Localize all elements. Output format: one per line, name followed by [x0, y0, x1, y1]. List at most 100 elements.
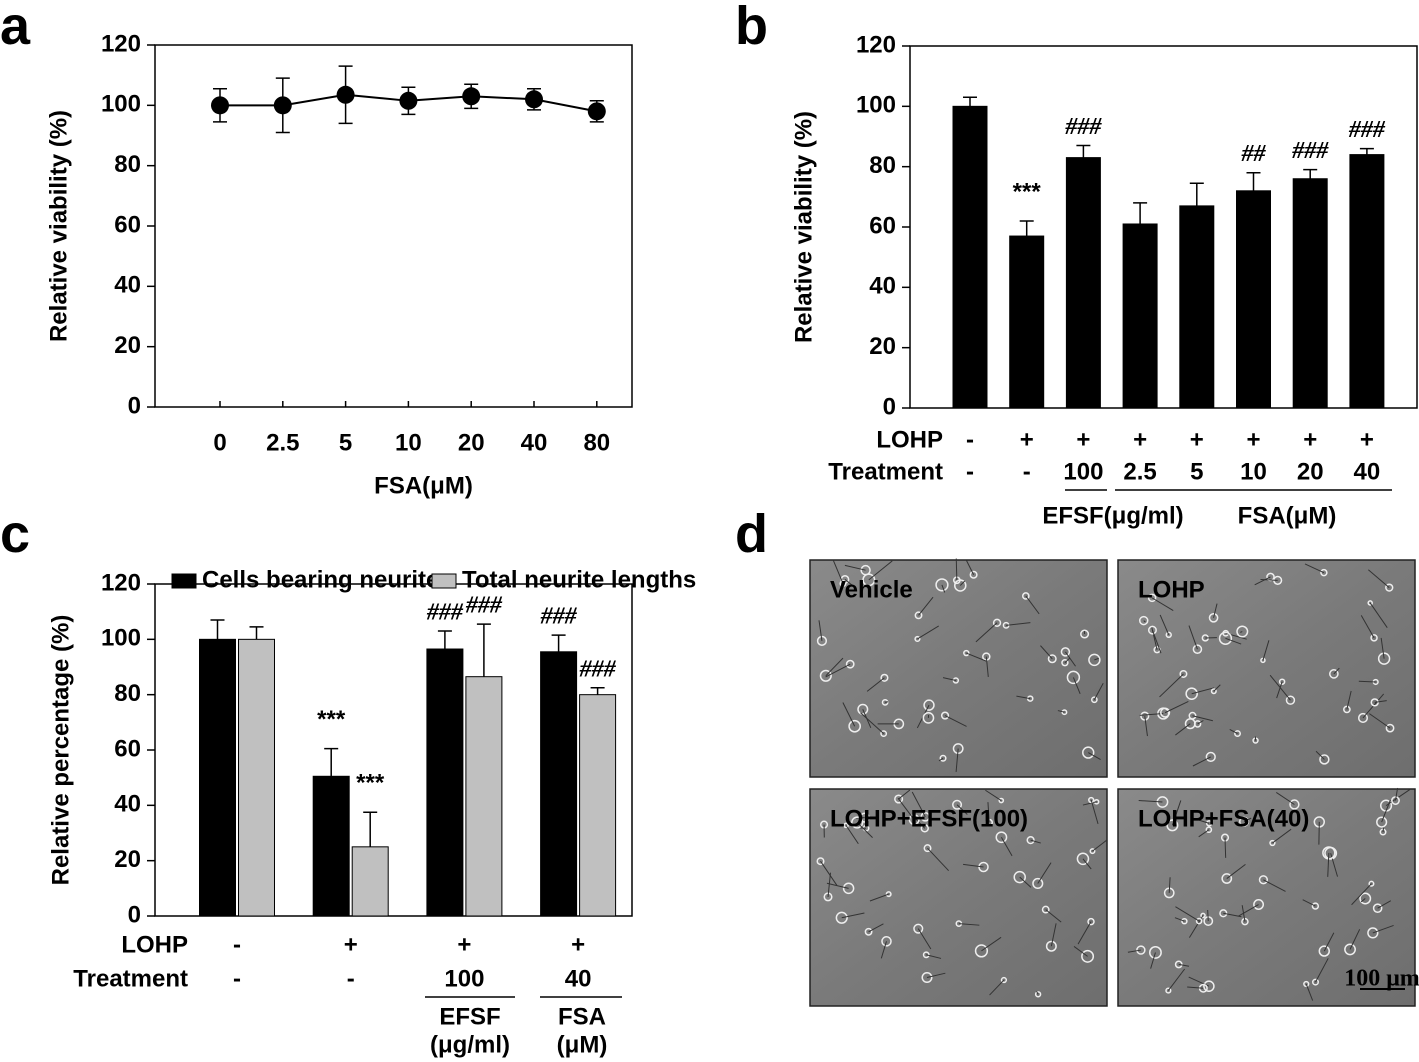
micrograph	[1117, 559, 1416, 778]
cell	[1166, 819, 1179, 832]
neurite	[1159, 614, 1170, 636]
neurite	[880, 941, 887, 959]
cell	[1082, 746, 1095, 759]
cell	[1320, 568, 1328, 577]
neurite	[1151, 597, 1174, 611]
row-value: +	[1303, 426, 1317, 453]
neurite	[917, 928, 932, 950]
bar	[1292, 178, 1328, 409]
caption: LOHP	[1138, 576, 1205, 603]
neurite	[856, 822, 873, 838]
cell	[1236, 625, 1249, 638]
cell	[939, 754, 947, 762]
error-bar	[476, 623, 491, 677]
cell	[992, 618, 1002, 627]
y-tick-label: 120	[856, 31, 896, 58]
cell	[1203, 980, 1215, 992]
neurite	[841, 912, 865, 919]
neurite	[825, 663, 851, 678]
neurite	[1197, 720, 1204, 725]
neurite	[1072, 677, 1081, 695]
y-tick-label: 100	[101, 625, 141, 652]
cell	[835, 911, 848, 924]
annotation: ##	[1241, 141, 1267, 167]
y-tick-label: 100	[856, 92, 896, 119]
cell	[1367, 600, 1373, 606]
error-bar	[1246, 171, 1261, 191]
neurite	[1254, 576, 1271, 586]
caption: Vehicle	[830, 576, 913, 603]
cell	[1357, 712, 1369, 723]
cell	[1269, 839, 1276, 847]
group-label: (μM)	[557, 1031, 608, 1058]
neurite	[1260, 579, 1278, 581]
row-value: +	[1360, 426, 1374, 453]
marker	[273, 96, 292, 115]
legend-label: Total neurite lengths	[462, 566, 696, 593]
y-axis-label: Relative viability (%)	[790, 111, 817, 343]
legend-swatch	[431, 573, 457, 589]
neurite	[1226, 863, 1246, 879]
cell	[1147, 625, 1157, 635]
x-axis-label: FSA(μM)	[374, 472, 473, 499]
cell	[819, 669, 832, 682]
cell	[914, 611, 923, 620]
cell	[1181, 917, 1188, 925]
error-bar	[1133, 202, 1148, 224]
group-label: FSA(μM)	[1238, 502, 1337, 529]
row-value: 20	[1297, 458, 1324, 485]
neurite	[1178, 963, 1190, 967]
neurite	[989, 979, 1005, 996]
cell	[1200, 912, 1206, 919]
cell	[952, 677, 960, 684]
y-tick-label: 0	[883, 393, 896, 420]
neurite	[1159, 673, 1184, 698]
cell	[1061, 659, 1069, 667]
neurite	[1150, 952, 1156, 969]
neurite	[1164, 700, 1189, 714]
neurite	[1025, 595, 1040, 615]
cell	[1385, 583, 1394, 592]
x-tick-label: 0	[213, 429, 226, 456]
neurite	[869, 893, 889, 902]
cell	[1359, 892, 1372, 905]
row-value: 40	[1354, 458, 1381, 485]
neurite	[917, 625, 939, 640]
cell	[894, 794, 904, 804]
cell	[1041, 905, 1050, 914]
neurite	[944, 715, 967, 727]
caption: LOHP+FSA(40)	[1138, 805, 1309, 832]
neurite	[1358, 680, 1376, 683]
neurite	[832, 559, 844, 584]
cell	[1165, 631, 1172, 639]
error-bar	[363, 811, 378, 847]
neurite	[1082, 801, 1097, 806]
neurite	[1315, 958, 1329, 983]
annotation: ###	[1064, 114, 1102, 140]
cell	[1148, 946, 1162, 959]
panel-letter: a	[0, 0, 31, 56]
x-tick-label: 80	[583, 429, 610, 456]
cell	[923, 699, 935, 711]
cell	[1089, 848, 1096, 855]
row-value: -	[347, 965, 355, 992]
neurite	[1380, 637, 1385, 659]
neurite	[1192, 817, 1210, 824]
error-bar	[210, 619, 225, 640]
cell	[1376, 816, 1388, 828]
marker	[399, 91, 418, 110]
neurite	[1139, 713, 1164, 716]
cell	[923, 844, 932, 853]
neurite	[897, 797, 915, 820]
neurite	[827, 872, 831, 897]
neurite	[1000, 836, 1013, 857]
bar	[579, 694, 617, 917]
cell	[851, 816, 864, 829]
x-tick-label: 40	[521, 429, 548, 456]
cell	[952, 799, 963, 810]
error-bar	[551, 634, 566, 652]
cell	[1080, 629, 1090, 639]
y-tick-label: 80	[114, 151, 141, 178]
neurite	[1276, 791, 1295, 805]
row-value: 10	[1240, 458, 1267, 485]
